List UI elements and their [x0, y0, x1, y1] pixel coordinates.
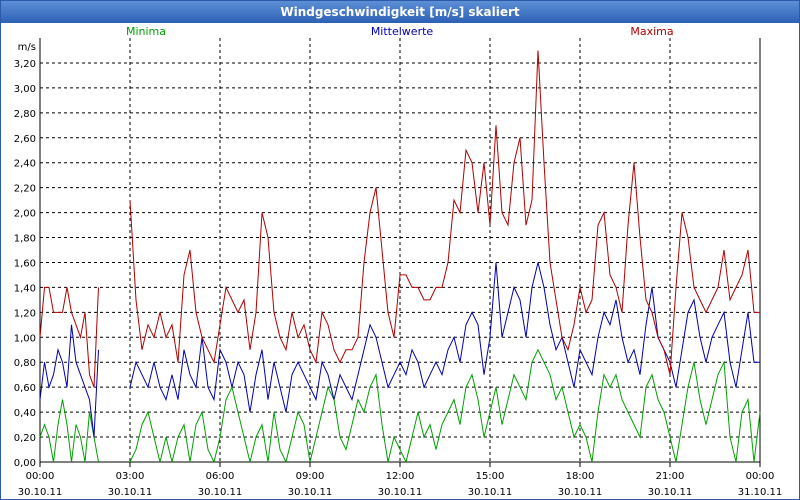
tick-labels: 0,00 0,20 0,40 0,60 0,80 1,00 1,20 1,40 1,60 1,80… [14, 42, 783, 498]
y-tick-label: 1,20 [14, 308, 36, 319]
y-tick-label: 2,40 [14, 159, 36, 170]
legend-mittelwerte: Mittelwerte [371, 25, 434, 38]
x-tick-time: 21:00 [656, 471, 685, 482]
series-line-minima [39, 399, 99, 463]
x-tick-time: 09:00 [296, 471, 325, 482]
x-tick-date: 30.10.11 [468, 487, 513, 498]
grid-lines [40, 38, 760, 463]
y-tick-label: 0,60 [14, 383, 36, 394]
y-tick-label: 3,00 [14, 84, 36, 95]
x-tick-time: 18:00 [566, 471, 595, 482]
series-line-mittelwerte [39, 324, 99, 438]
series-line-mittelwerte [129, 262, 760, 413]
window-title: Windgeschwindigkeit [m/s] skaliert [1, 1, 799, 23]
series-mittelwerte [39, 262, 760, 438]
x-tick-date: 30.10.11 [198, 487, 243, 498]
legend-minima: Minima [126, 25, 166, 38]
x-tick-time: 03:00 [116, 471, 145, 482]
y-axis-unit: m/s [18, 42, 36, 53]
y-tick-label: 2,80 [14, 109, 36, 120]
x-tick-date: 30.10.11 [108, 487, 153, 498]
x-tick-time: 00:00 [26, 471, 55, 482]
x-tick-date: 30.10.11 [288, 487, 333, 498]
series-lines [39, 50, 761, 464]
x-tick-time: 12:00 [386, 471, 415, 482]
y-tick-label: 1,60 [14, 258, 36, 269]
axes [39, 38, 761, 467]
y-tick-label: 0,20 [14, 433, 36, 444]
legend: Minima Mittelwerte Maxima [126, 25, 674, 38]
y-tick-label: 0,00 [14, 458, 36, 469]
y-tick-label: 3,20 [14, 59, 36, 70]
series-line-maxima [129, 50, 760, 375]
x-tick-time: 15:00 [476, 471, 505, 482]
x-tick-date: 30.10.11 [378, 487, 423, 498]
x-tick-time: 06:00 [206, 471, 235, 482]
series-minima [39, 348, 761, 464]
legend-maxima: Maxima [630, 25, 673, 38]
series-line-minima [129, 348, 761, 464]
series-maxima [39, 50, 760, 388]
y-tick-label: 1,00 [14, 333, 36, 344]
x-tick-date: 30.10.11 [18, 487, 63, 498]
y-tick-label: 1,40 [14, 283, 36, 294]
x-tick-time: 00:00 [746, 471, 775, 482]
x-tick-date: 30.10.11 [558, 487, 603, 498]
y-tick-label: 2,00 [14, 209, 36, 220]
y-tick-label: 1,80 [14, 234, 36, 245]
x-tick-date: 30.10.11 [648, 487, 693, 498]
y-tick-label: 2,20 [14, 184, 36, 195]
series-line-maxima [39, 286, 99, 388]
y-tick-label: 0,80 [14, 358, 36, 369]
y-tick-label: 0,40 [14, 408, 36, 419]
x-tick-date: 31.10.11 [738, 487, 783, 498]
y-tick-label: 2,60 [14, 134, 36, 145]
